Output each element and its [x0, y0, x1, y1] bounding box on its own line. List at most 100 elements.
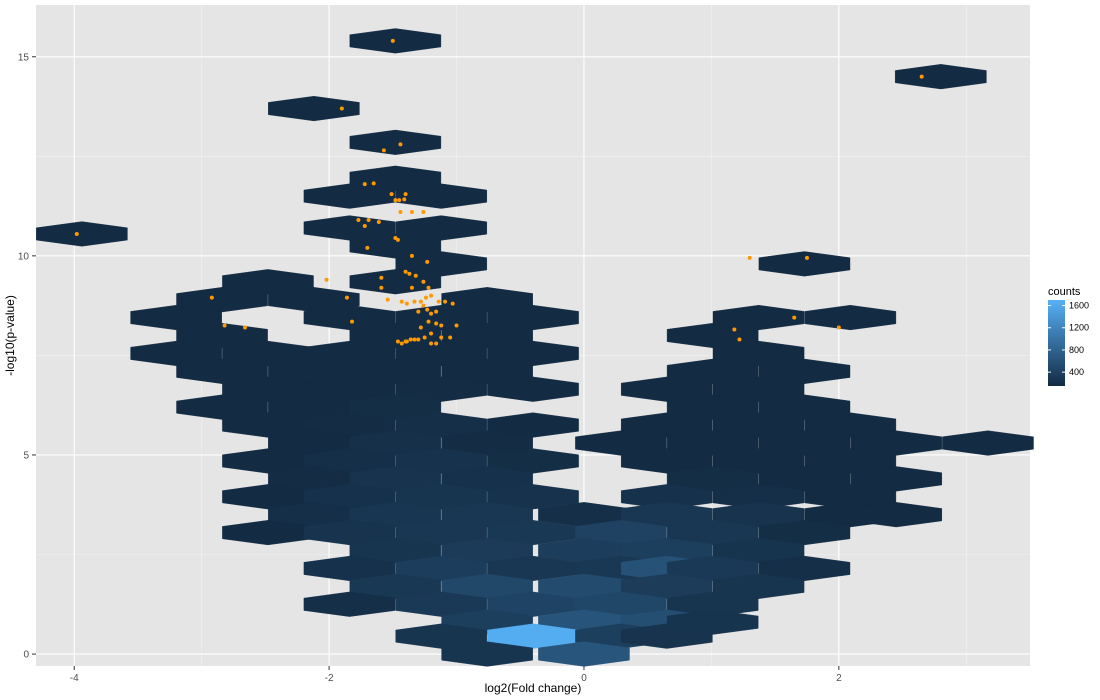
hexbin-cell: [268, 95, 360, 122]
hexbin-cell: [712, 537, 805, 564]
data-point: [434, 341, 439, 346]
hexbin-cell: [441, 430, 533, 456]
hexbin-cell: [487, 448, 579, 474]
hexbin-cell: [895, 64, 987, 90]
hexbin-cell: [850, 430, 942, 456]
hexbin-cell: [758, 555, 851, 582]
hexbin-cell: [487, 304, 579, 331]
data-point: [393, 198, 398, 203]
data-point: [362, 182, 367, 187]
data-point: [426, 319, 431, 324]
hexbin-cell: [487, 484, 579, 510]
data-point: [404, 339, 409, 344]
data-point: [792, 315, 797, 320]
hexbin-cell: [349, 269, 442, 295]
hexbin-cell: [487, 340, 579, 367]
data-point: [399, 341, 404, 346]
hexbin-cell: [303, 555, 396, 582]
hexbin-cell: [176, 394, 268, 420]
hexbin-cell: [349, 233, 442, 259]
hexbin-cell: [712, 340, 805, 367]
data-point: [412, 299, 417, 304]
data-point: [422, 335, 427, 340]
data-point: [209, 295, 214, 300]
hexbin-cell: [441, 641, 533, 667]
hexbin-cell: [395, 340, 487, 367]
hexbin-cell: [395, 251, 487, 277]
hexbin-cell: [758, 251, 851, 277]
legend-title: counts: [1048, 286, 1081, 298]
data-point: [324, 277, 329, 282]
legend-ticks: 400 800 1200 1600: [1048, 301, 1089, 377]
hexbin-cell: [303, 520, 396, 546]
data-point: [418, 299, 423, 304]
data-point: [365, 245, 370, 250]
data-point: [381, 148, 386, 153]
data-point: [362, 223, 367, 228]
y-tick-label: 15: [18, 52, 30, 63]
x-axis-title: log2(Fold change): [485, 681, 582, 695]
hexbin-cell: [441, 358, 533, 384]
hexbin-cell: [666, 394, 759, 420]
hexbin-cell: [758, 466, 851, 492]
hexbin-cell: [712, 448, 805, 474]
data-point: [443, 299, 448, 304]
hexbin-cell: [222, 269, 314, 295]
hexbin-cell: [303, 183, 396, 209]
hexbin-cell: [850, 502, 942, 528]
hexbin-cell: [395, 376, 487, 402]
data-point: [448, 335, 453, 340]
hexbin-cell: [942, 430, 1034, 456]
hexbin-cell: [487, 412, 579, 438]
data-point: [804, 255, 809, 260]
data-point: [409, 285, 414, 290]
hexbin-cell: [804, 304, 897, 331]
hexbin-cell: [758, 520, 851, 546]
hexbin-cell: [712, 502, 805, 528]
data-point: [395, 237, 400, 242]
hexbin-cell: [487, 376, 579, 402]
hexbin-cell: [349, 358, 442, 384]
data-point: [439, 335, 444, 340]
hexbin-layer: [36, 28, 1034, 667]
hexbin-cell: [395, 623, 487, 649]
data-point: [416, 309, 421, 314]
data-point: [413, 273, 418, 278]
hexbin-cell: [349, 129, 442, 155]
hexbin-cell: [441, 322, 533, 349]
data-point: [403, 192, 408, 197]
hexbin-cell: [666, 520, 759, 546]
legend-tick-label: 1200: [1069, 323, 1089, 333]
y-tick-label: 0: [23, 650, 29, 661]
data-point: [429, 311, 434, 316]
hexbin-cell: [349, 322, 442, 349]
data-point: [421, 303, 426, 308]
data-point: [836, 325, 841, 330]
hexbin-cell: [804, 448, 897, 474]
hexbin-cell: [621, 573, 713, 599]
hexbin-cell: [621, 623, 713, 649]
data-point: [737, 337, 742, 342]
hexbin-cell: [349, 394, 442, 420]
data-point: [339, 106, 344, 111]
legend-tick-label: 400: [1069, 367, 1084, 377]
data-point: [425, 259, 430, 264]
hexbin-cell: [36, 221, 128, 247]
hexbin-cell: [349, 430, 442, 456]
hexbin-cell: [575, 430, 667, 456]
hexbin-cell: [441, 502, 533, 528]
hexbin-cell: [349, 537, 442, 564]
y-tick-label: 10: [18, 251, 30, 262]
data-point: [434, 309, 439, 314]
data-point: [429, 331, 434, 336]
data-point: [402, 197, 407, 202]
data-point: [418, 325, 423, 330]
hexbin-cell: [441, 537, 533, 564]
y-axis-ticks: 0 5 10 15: [18, 52, 36, 661]
data-point: [416, 337, 421, 342]
data-point: [389, 192, 394, 197]
hexbin-cell: [621, 502, 713, 528]
points-layer: [74, 38, 924, 346]
data-point: [379, 275, 384, 280]
